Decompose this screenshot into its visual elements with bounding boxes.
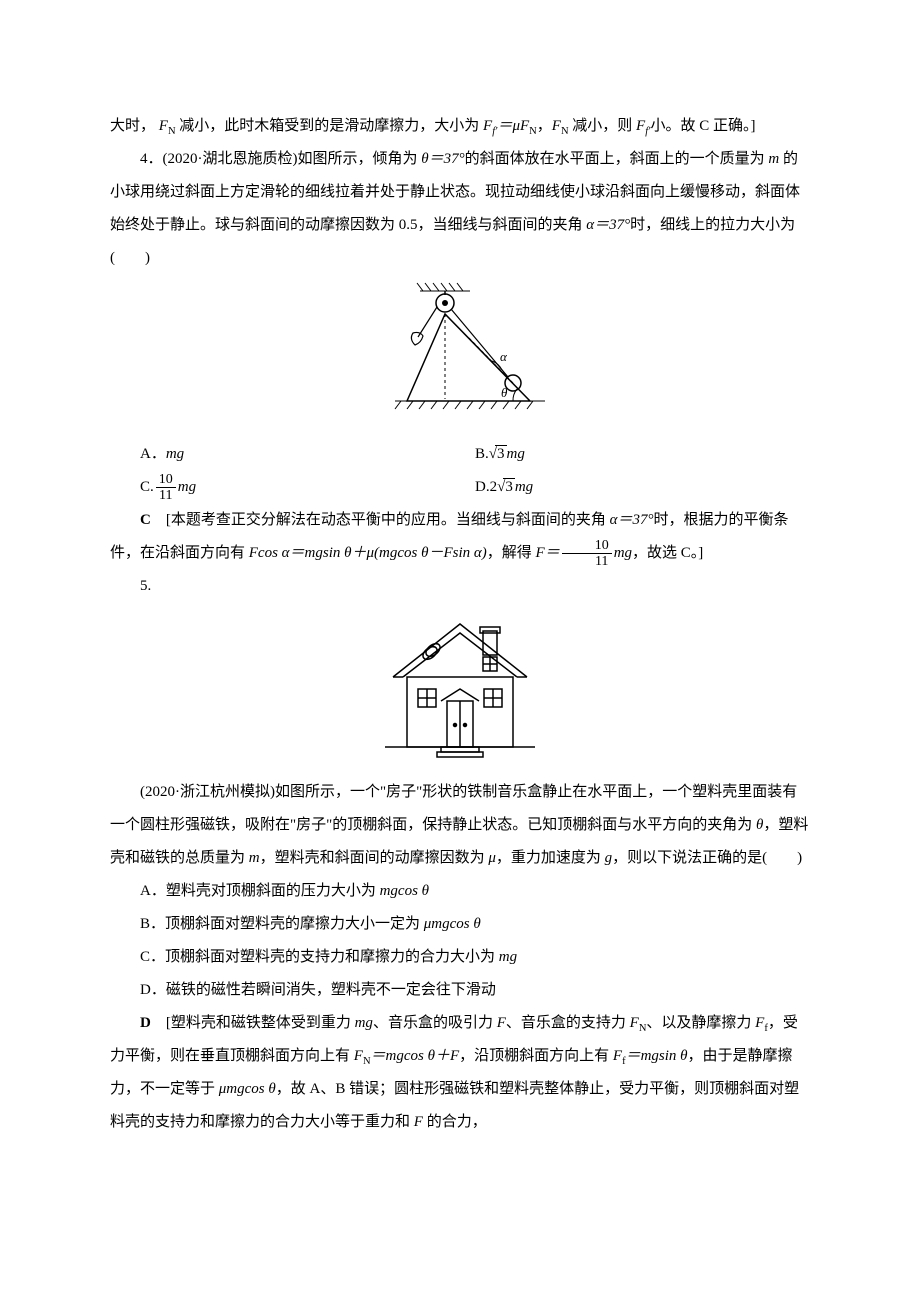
ff2: F [636, 118, 645, 134]
eq: ＝ [497, 118, 512, 134]
q5-num: 5. [110, 570, 810, 603]
eq: mg [499, 949, 517, 965]
t: 、音乐盒的支持力 [506, 1015, 630, 1031]
t: ，沿顶棚斜面方向上有 [459, 1048, 613, 1064]
Ff: F [755, 1015, 764, 1031]
lbl: D. [475, 479, 490, 495]
rad: 3 [503, 478, 515, 495]
q5-choice-b: B．顶棚斜面对塑料壳的摩擦力大小一定为 μmgcos θ [110, 908, 810, 941]
choice-b: B.√3mg [475, 438, 810, 471]
fn2: F [520, 118, 529, 134]
qnum: 5. [140, 578, 151, 594]
num: 10 [156, 472, 176, 488]
q5-figure [110, 609, 810, 772]
lbl: C. [140, 479, 154, 495]
t: 减小，则 [569, 118, 637, 134]
q4-stem: 4．(2020·湖北恩施质检)如图所示，倾角为 θ＝37°的斜面体放在水平面上，… [110, 143, 810, 275]
F2: F [414, 1114, 423, 1130]
q4-solution: C [本题考查正交分解法在动态平衡中的应用。当细线与斜面间的夹角 α＝37°时，… [110, 504, 810, 570]
rad: 3 [495, 445, 507, 462]
den: 11 [562, 554, 612, 569]
eq2b: ＝mgsin θ [626, 1048, 688, 1064]
val: mg [515, 479, 533, 495]
qnum: 4． [140, 151, 163, 167]
val: mg [166, 446, 184, 462]
fns: N [168, 126, 176, 137]
t: A．塑料壳对顶棚斜面的压力大小为 [140, 883, 380, 899]
lbl: A． [140, 446, 166, 462]
theta-label: θ [501, 385, 508, 400]
q5-stem: (2020·浙江杭州模拟)如图所示，一个"房子"形状的铁制音乐盒静止在水平面上，… [110, 776, 810, 875]
fns3: N [561, 126, 569, 137]
lbl: B. [475, 446, 489, 462]
t: C．顶棚斜面对塑料壳的支持力和摩擦力的合力大小为 [140, 949, 499, 965]
ans: C [140, 512, 151, 528]
t: ，塑料壳和斜面间的动摩擦因数为 [260, 850, 489, 866]
choice-d: D.2√3mg [475, 471, 810, 504]
t: 、音乐盒的吸引力 [373, 1015, 497, 1031]
eq2a: F [613, 1048, 622, 1064]
t: ，重力加速度为 [496, 850, 605, 866]
mg: mg [355, 1015, 373, 1031]
mg: mg [614, 545, 632, 561]
t: 如图所示，倾角为 [298, 151, 422, 167]
eq1a: F [354, 1048, 363, 1064]
alpha: α＝37° [586, 217, 630, 233]
mu: μ [512, 118, 520, 134]
alpha-label: α [500, 349, 508, 364]
t: ， [537, 118, 552, 134]
num: 10 [562, 538, 612, 554]
incline-pulley-svg: α θ [365, 281, 555, 421]
q5-choice-d: D．磁铁的磁性若瞬间消失，塑料壳不一定会往下滑动 [110, 974, 810, 1007]
house-svg [375, 609, 545, 759]
choice-c: C.1011mg [140, 471, 475, 504]
ans: D [140, 1015, 151, 1031]
t: [塑料壳和磁铁整体受到重力 [151, 1015, 355, 1031]
fns2: N [529, 126, 537, 137]
fn: F [159, 118, 168, 134]
t: 的合力， [423, 1114, 487, 1130]
t: 、以及静摩擦力 [646, 1015, 755, 1031]
Ns2: N [363, 1056, 371, 1067]
choice-a: A．mg [140, 438, 475, 471]
FN: F [630, 1015, 639, 1031]
mueq: μmgcos θ [219, 1081, 276, 1097]
m: m [249, 850, 260, 866]
theta: θ＝37° [421, 151, 464, 167]
val: mg [178, 479, 196, 495]
q5-solution: D [塑料壳和磁铁整体受到重力 mg、音乐盒的吸引力 F、音乐盒的支持力 FN、… [110, 1007, 810, 1139]
F: F [497, 1015, 506, 1031]
q4-figure: α θ [110, 281, 810, 434]
t: D．磁铁的磁性若瞬间消失，塑料壳不一定会往下滑动 [140, 982, 496, 998]
m: m [768, 151, 779, 167]
fn3: F [552, 118, 561, 134]
q5-choice-a: A．塑料壳对顶棚斜面的压力大小为 mgcos θ [110, 875, 810, 908]
t: 小。故 C 正确。] [650, 118, 755, 134]
t: 大时， [110, 118, 159, 134]
ff: F [483, 118, 492, 134]
src: (2020·浙江杭州模拟) [140, 784, 275, 800]
intro-tail: 大时， FN 减小，此时木箱受到的是滑动摩擦力，大小为 Ff′＝μFN，FN 减… [110, 110, 810, 143]
coef: 2 [490, 479, 498, 495]
eq1b: ＝mgcos θ＋F [371, 1048, 460, 1064]
t: ，故选 C。] [632, 545, 703, 561]
t: ，则以下说法正确的是( ) [612, 850, 802, 866]
eq: μmgcos θ [424, 916, 481, 932]
t: [本题考查正交分解法在动态平衡中的应用。当细线与斜面间的夹角 [151, 512, 610, 528]
t: B．顶棚斜面对塑料壳的摩擦力大小一定为 [140, 916, 424, 932]
t: 减小，此时木箱受到的是滑动摩擦力，大小为 [176, 118, 484, 134]
t: ，解得 [487, 545, 536, 561]
q5-choice-c: C．顶棚斜面对塑料壳的支持力和摩擦力的合力大小为 mg [110, 941, 810, 974]
src: (2020·湖北恩施质检) [163, 151, 298, 167]
t: 的斜面体放在水平面上，斜面上的一个质量为 [465, 151, 769, 167]
eq: mgcos θ [380, 883, 429, 899]
mu: μ [488, 850, 496, 866]
f: F＝ [536, 545, 560, 561]
q4-choices: A．mg B.√3mg C.1011mg D.2√3mg [140, 438, 810, 504]
val: mg [507, 446, 525, 462]
den: 11 [156, 488, 176, 503]
al: α＝37° [610, 512, 654, 528]
eq: Fcos α＝mgsin θ＋μ(mgcos θ－Fsin α) [249, 545, 487, 561]
